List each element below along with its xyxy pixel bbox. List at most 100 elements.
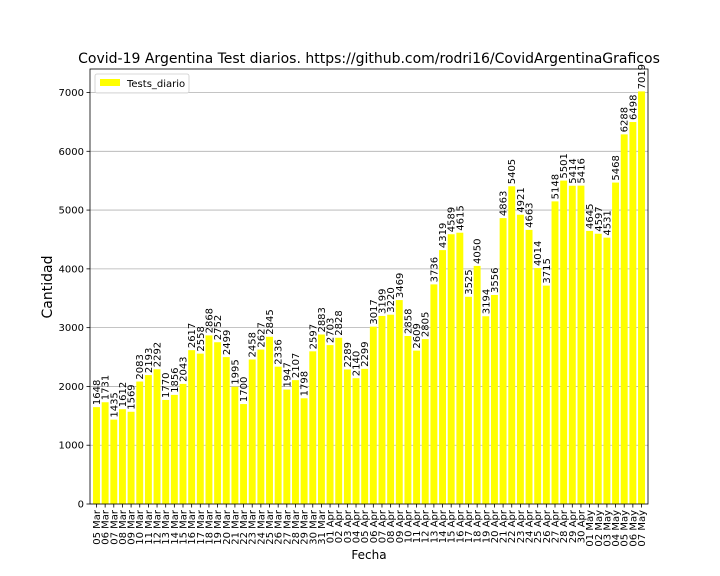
chart-title: Covid-19 Argentina Test diarios. https:/…: [78, 51, 660, 67]
data-label: 3199: [377, 288, 388, 313]
x-tick-label: 25 Mar: [265, 509, 276, 545]
data-label: 4319: [438, 223, 449, 248]
data-label: 1435: [109, 392, 120, 417]
data-label: 2107: [291, 353, 302, 378]
bar: [395, 300, 403, 504]
x-tick-label: 20 Mar: [222, 509, 233, 545]
data-label: 5405: [507, 159, 518, 184]
x-axis-label: Fecha: [351, 548, 386, 562]
bar: [586, 230, 594, 504]
data-label: 1798: [300, 371, 311, 396]
data-label: 3556: [490, 268, 501, 293]
bar: [144, 375, 152, 504]
data-label: 2289: [343, 342, 354, 367]
data-label: 2805: [421, 312, 432, 337]
x-tick-label: 31 Mar: [317, 509, 328, 545]
data-label: 4597: [594, 206, 605, 231]
data-label: 4645: [585, 203, 596, 228]
x-tick-label: 11 Mar: [144, 509, 155, 545]
bar: [499, 218, 507, 504]
bar: [361, 368, 369, 504]
bar: [638, 91, 645, 505]
legend-label: Tests_diario: [126, 79, 185, 90]
x-tick-label: 12 Mar: [153, 509, 164, 545]
data-label: 4531: [602, 210, 613, 235]
x-tick-label: 08 Mar: [118, 509, 129, 545]
bar: [369, 326, 377, 504]
data-label: 4921: [516, 187, 527, 212]
x-tick-label: 23 Mar: [248, 509, 259, 545]
data-label: 2336: [274, 339, 285, 364]
bar: [326, 345, 334, 504]
x-tick-label: 26 Mar: [274, 509, 285, 545]
bar: [101, 402, 109, 504]
data-label: 1612: [118, 382, 129, 407]
data-label: 2858: [403, 309, 414, 334]
data-label: 2752: [213, 315, 224, 340]
bar: [465, 296, 472, 504]
x-tick-label: 27 Mar: [282, 509, 293, 545]
y-tick-label: 1000: [59, 441, 84, 452]
x-tick-label: 19 Mar: [213, 509, 224, 545]
x-tick-label: 05 Apr: [360, 509, 371, 543]
data-label: 2627: [256, 322, 267, 347]
x-tick-label: 28 Apr: [559, 509, 570, 543]
x-tick-label: 29 Apr: [568, 509, 579, 543]
x-tick-label: 22 Apr: [507, 509, 518, 543]
bar: [292, 380, 299, 504]
x-tick-label: 30 Apr: [576, 509, 587, 543]
data-label: 2868: [204, 308, 215, 333]
x-tick-label: 03 May: [602, 510, 613, 547]
y-tick-label: 0: [78, 500, 84, 511]
y-axis-ticks: 0 1000 2000 3000 4000 5000 6000 7000: [59, 88, 90, 511]
x-tick-label: 24 Apr: [525, 509, 536, 543]
data-label: 4615: [455, 205, 466, 230]
data-label: 2828: [334, 310, 345, 335]
x-tick-label: 07 May: [637, 510, 648, 547]
bar: [222, 357, 230, 504]
x-tick-label: 15 Mar: [179, 509, 190, 545]
x-tick-label: 21 Mar: [230, 509, 241, 545]
x-tick-label: 10 Apr: [403, 509, 414, 543]
data-label: 5414: [568, 158, 579, 183]
bar: [343, 369, 351, 504]
bar: [421, 339, 429, 504]
bar: [352, 378, 360, 504]
x-tick-label: 29 Mar: [300, 509, 311, 545]
bar: [594, 233, 602, 505]
x-tick-label: 18 Mar: [204, 509, 215, 545]
data-label: 4050: [473, 238, 484, 263]
data-label: 7019: [637, 64, 648, 89]
bar: [542, 285, 550, 504]
data-label: 6498: [628, 95, 639, 120]
x-tick-label: 05 Mar: [92, 509, 103, 545]
data-label: 5148: [551, 174, 562, 199]
x-tick-label: 04 Apr: [352, 509, 363, 543]
x-tick-label: 20 Apr: [490, 509, 501, 543]
x-tick-label: 13 Apr: [429, 509, 440, 543]
x-tick-label: 06 Apr: [369, 509, 380, 543]
x-tick-label: 17 Apr: [464, 509, 475, 543]
data-label: 2609: [412, 323, 423, 348]
bar: [439, 250, 446, 504]
bar: [179, 383, 187, 504]
bar: [629, 122, 637, 504]
bar: [188, 350, 196, 504]
bar: [127, 411, 135, 504]
data-label: 2193: [144, 348, 155, 373]
y-tick-label: 3000: [59, 323, 84, 334]
data-label: 5501: [559, 153, 570, 178]
data-label: 3017: [369, 299, 380, 324]
y-tick-label: 5000: [59, 206, 84, 217]
data-label: 1856: [170, 367, 181, 392]
x-tick-label: 06 May: [628, 510, 639, 547]
bar: [456, 232, 464, 505]
bar: [447, 234, 455, 504]
bar: [482, 316, 490, 504]
data-label: 2083: [135, 354, 146, 379]
data-label: 1700: [239, 377, 250, 402]
x-tick-label: 23 Apr: [516, 509, 527, 543]
bar: [170, 394, 178, 504]
bar: [490, 294, 498, 504]
